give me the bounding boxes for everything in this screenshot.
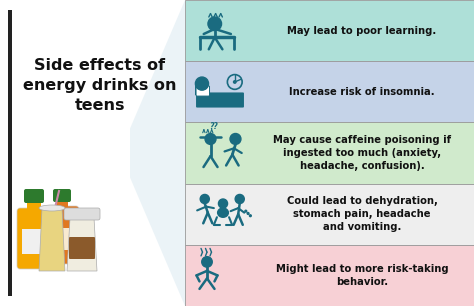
Circle shape (208, 17, 221, 31)
Bar (195, 84, 201, 95)
FancyBboxPatch shape (53, 189, 71, 202)
Circle shape (245, 210, 246, 212)
Bar (185, 245, 474, 306)
Circle shape (195, 77, 209, 90)
Bar (185, 122, 474, 184)
Polygon shape (210, 95, 240, 102)
Bar (56, 198, 68, 209)
FancyBboxPatch shape (196, 86, 210, 96)
Text: Could lead to dehydration,
stomach pain, headache
and vomiting.: Could lead to dehydration, stomach pain,… (287, 196, 438, 232)
Circle shape (202, 257, 212, 267)
Bar (185, 184, 474, 245)
Bar (185, 61, 474, 122)
Bar (185, 0, 474, 61)
Ellipse shape (39, 205, 65, 211)
Text: ??: ?? (209, 122, 218, 131)
Polygon shape (67, 218, 97, 271)
FancyBboxPatch shape (64, 208, 100, 220)
Circle shape (205, 133, 216, 144)
Circle shape (230, 133, 241, 144)
Text: Might lead to more risk-taking
behavior.: Might lead to more risk-taking behavior. (276, 264, 448, 287)
Circle shape (249, 215, 251, 217)
FancyBboxPatch shape (69, 237, 95, 259)
Bar (52, 228, 74, 250)
Text: May lead to poor learning.: May lead to poor learning. (287, 26, 437, 35)
Circle shape (234, 81, 236, 83)
FancyBboxPatch shape (196, 92, 244, 108)
Text: May cause caffeine poisoning if
ingested too much (anxiety,
headache, confusion): May cause caffeine poisoning if ingested… (273, 135, 451, 171)
Circle shape (200, 194, 210, 203)
FancyBboxPatch shape (24, 189, 44, 203)
Ellipse shape (217, 207, 229, 218)
Text: Increase risk of insomnia.: Increase risk of insomnia. (289, 87, 435, 97)
Circle shape (219, 199, 228, 208)
Bar (8, 10, 12, 296)
FancyBboxPatch shape (17, 208, 51, 269)
Bar (22, 229, 46, 254)
FancyBboxPatch shape (47, 206, 79, 264)
Bar (27, 199, 41, 211)
Polygon shape (130, 0, 474, 306)
Text: Side effects of
energy drinks on
teens: Side effects of energy drinks on teens (23, 58, 177, 113)
Polygon shape (39, 208, 65, 271)
Circle shape (247, 213, 249, 214)
Circle shape (235, 194, 244, 203)
